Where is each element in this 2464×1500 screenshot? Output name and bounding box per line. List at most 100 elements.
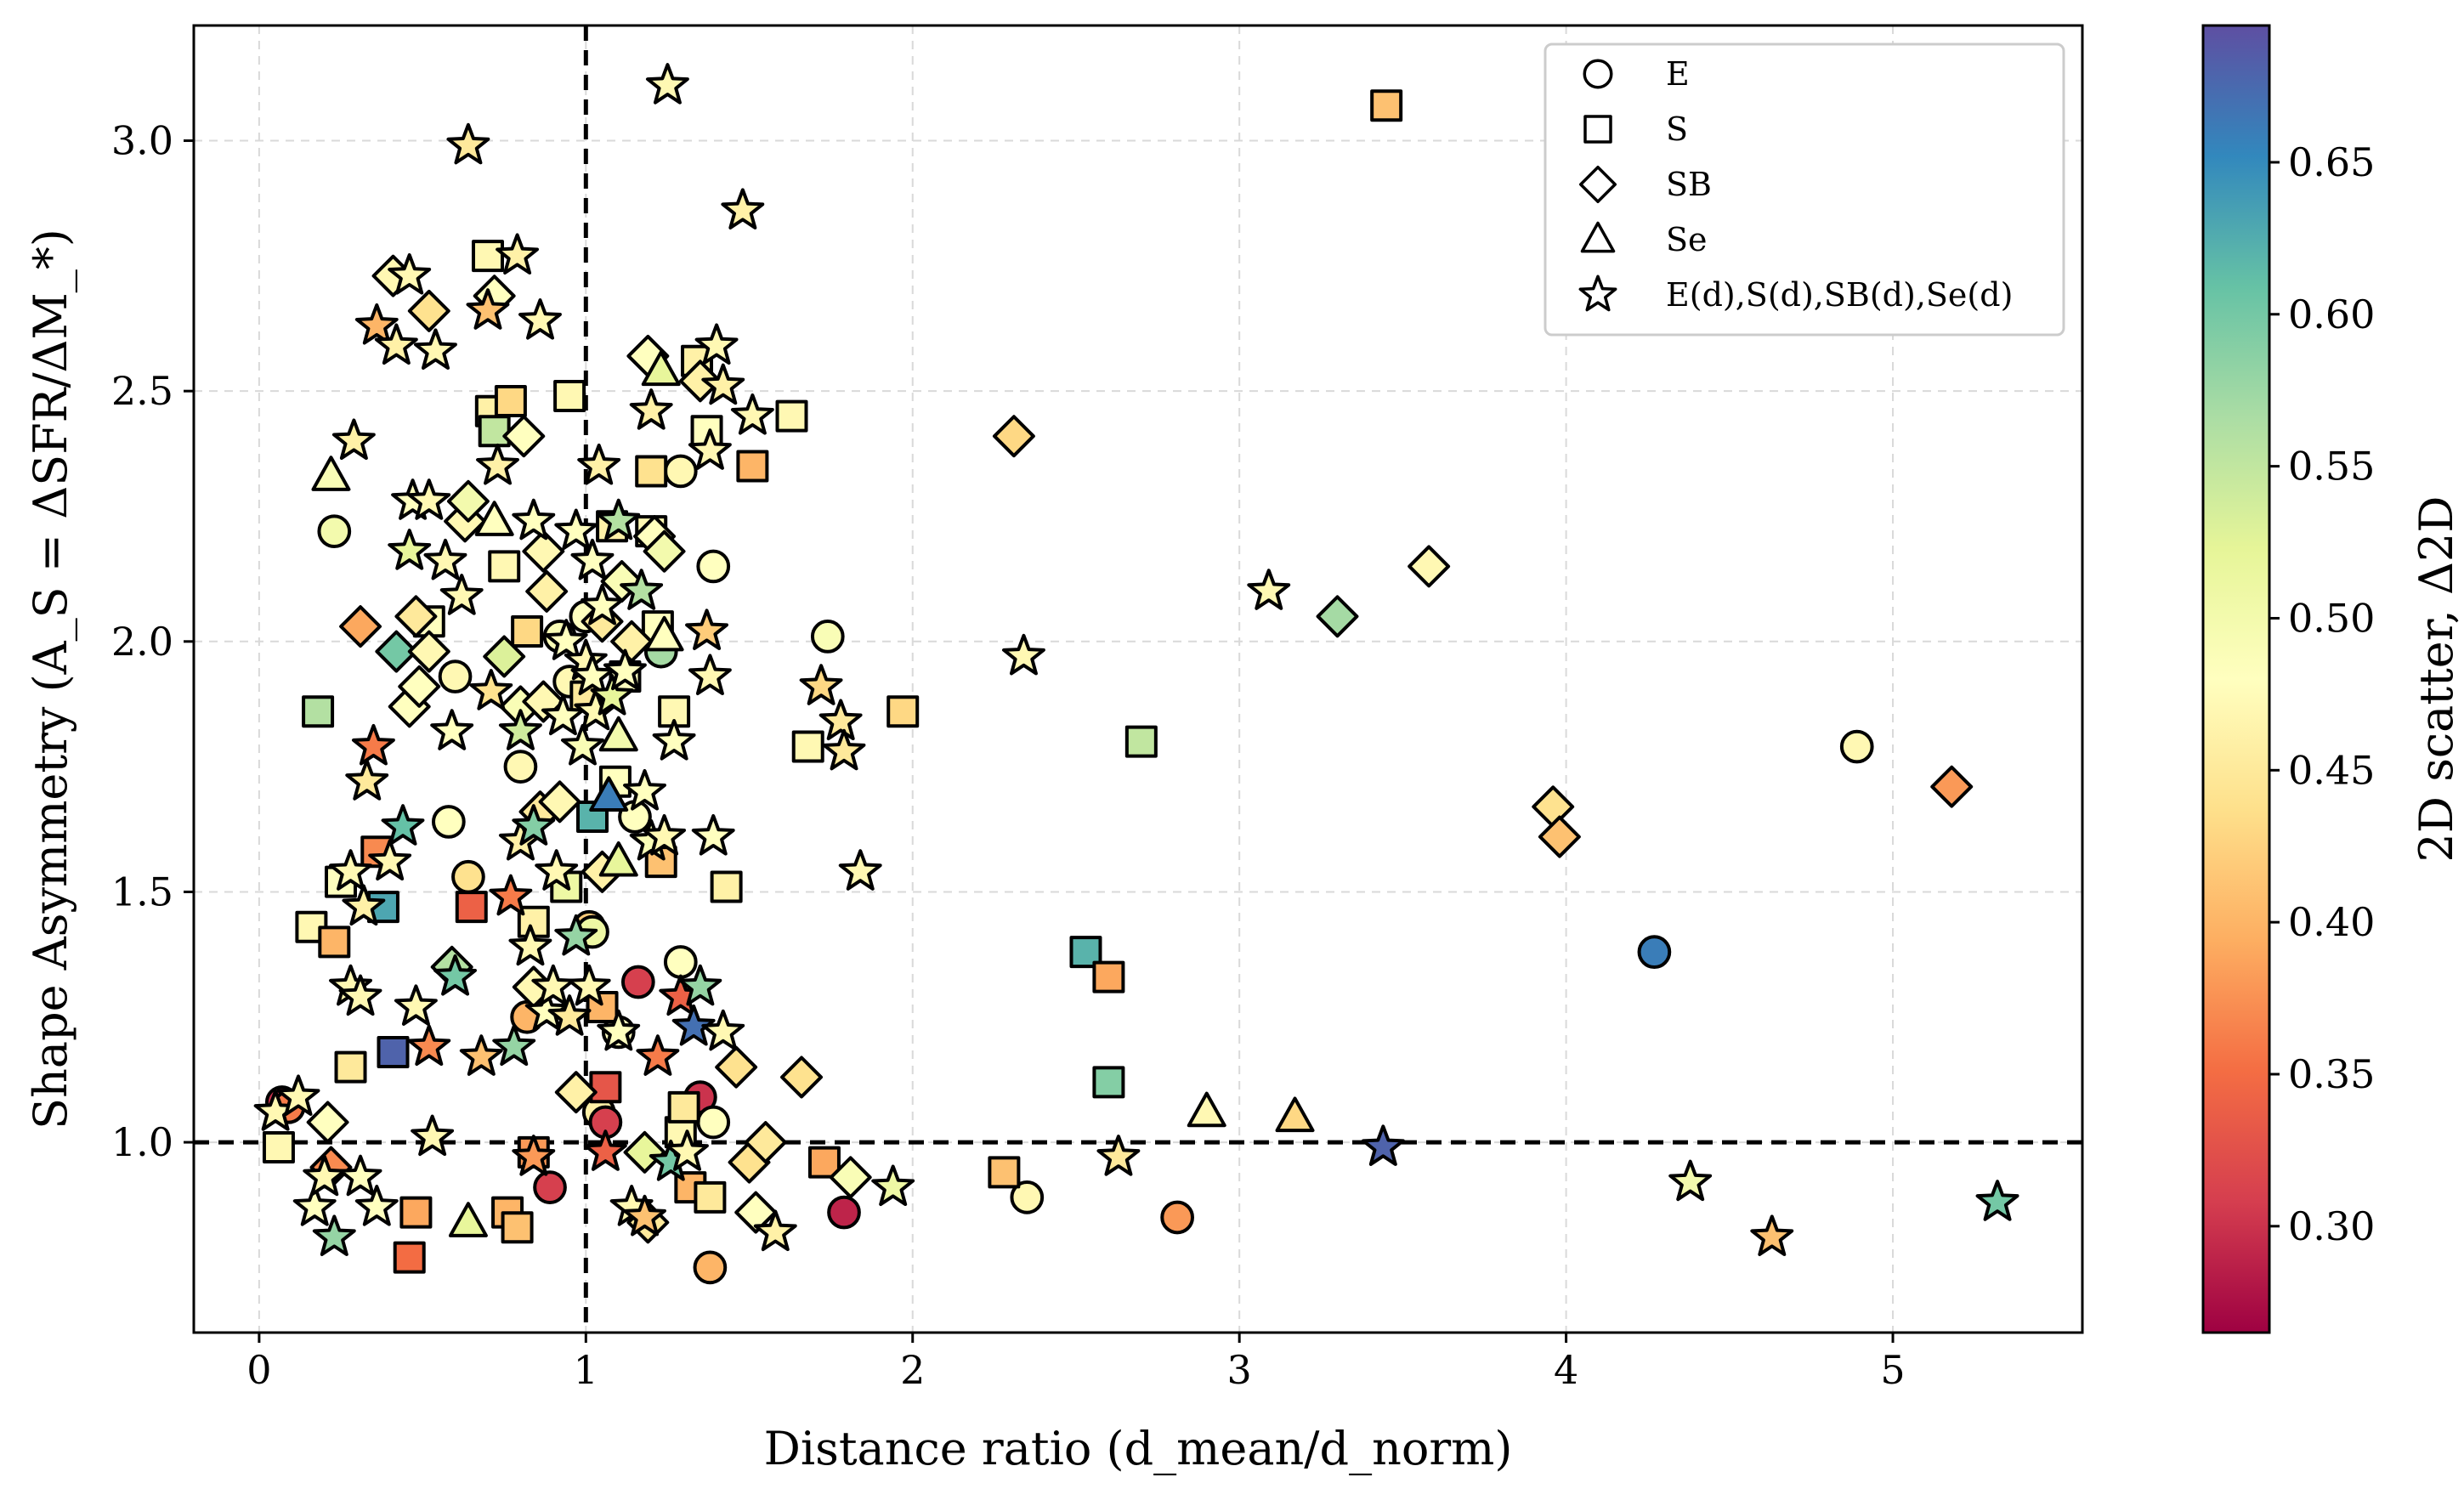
point-star [623, 768, 666, 811]
point-diamond [394, 595, 438, 638]
point-star [581, 583, 624, 625]
point-diamond [525, 569, 569, 613]
point-triangle [589, 776, 629, 812]
point-square [393, 1241, 426, 1274]
point-square [988, 1156, 1021, 1189]
point-star [666, 1129, 709, 1171]
colorbar-gradient [2201, 24, 2271, 1334]
point-star [508, 924, 552, 966]
point-circle [1839, 729, 1874, 764]
point-star [1668, 1159, 1713, 1202]
point-star [671, 1004, 716, 1046]
point-circle [432, 805, 466, 839]
point-diamond [398, 665, 441, 708]
point-square [501, 1211, 534, 1244]
point-star [554, 914, 598, 956]
point-star [636, 1034, 680, 1076]
point-star [374, 323, 418, 365]
point-star [368, 839, 412, 881]
point-square [1124, 725, 1158, 758]
plot-frame [192, 24, 2084, 1334]
point-star [871, 1164, 915, 1207]
point-triangle [598, 716, 638, 752]
point-star [446, 122, 490, 165]
point-star [292, 1185, 337, 1226]
legend-marker-star [1578, 275, 1617, 312]
point-circle [827, 1195, 861, 1230]
y-tick-label: 1.5 [111, 869, 173, 914]
axis-ticks: 0 1 2 3 4 5 1.0 1.5 2.0 2.5 3.0 [111, 118, 1906, 1393]
point-diamond [522, 529, 565, 573]
point-diamond [306, 1101, 349, 1144]
point-star [276, 1074, 320, 1116]
colorbar-tick-label: 0.60 [2288, 292, 2375, 337]
legend-label: E [1666, 55, 1690, 93]
legend-marker-triangle [1580, 221, 1616, 253]
point-star [351, 723, 395, 766]
point-triangle [644, 615, 684, 652]
point-diamond [992, 415, 1035, 458]
point-circle [1010, 1180, 1045, 1214]
point-diamond [829, 1156, 872, 1199]
point-square [334, 1050, 367, 1084]
point-star [838, 849, 882, 891]
point-square [667, 1090, 700, 1124]
point-diamond [734, 1191, 778, 1234]
point-star [567, 964, 611, 1006]
point-star [388, 529, 432, 570]
point-diamond [1538, 815, 1581, 858]
point-star [524, 989, 569, 1031]
point-star [489, 874, 533, 916]
point-circle [810, 620, 845, 654]
x-tick-label: 1 [574, 1347, 598, 1393]
point-star [496, 233, 540, 275]
legend: ES SB Se E(d),S(d),SB(d),Se(d) [1544, 42, 2065, 337]
y-tick-label: 2.5 [111, 368, 173, 414]
point-circle [693, 1250, 728, 1285]
point-star [799, 664, 843, 705]
point-star [730, 393, 774, 435]
y-axis-title: Shape Asymmetry (A_S = ΔSFR/ΔM_*) [24, 229, 77, 1129]
point-star [544, 619, 588, 660]
point-star [331, 418, 376, 461]
point-square [494, 384, 527, 417]
point-square [488, 550, 521, 583]
point-diamond [678, 359, 722, 403]
point-diamond [1316, 595, 1359, 638]
point-star [652, 719, 696, 761]
colorbar-title: 2D scatter, Δ2D [2410, 495, 2463, 862]
point-circle [317, 514, 352, 549]
point-star [476, 443, 519, 485]
point-star [541, 693, 585, 736]
point-star [685, 608, 728, 650]
x-tick-label: 0 [246, 1347, 271, 1393]
point-star [433, 954, 477, 996]
point-star [1002, 633, 1045, 676]
point-square [511, 615, 544, 648]
point-star [535, 849, 579, 891]
point-circle [696, 1105, 731, 1140]
point-star [629, 388, 673, 430]
point-star [1361, 1124, 1405, 1166]
point-triangle [598, 841, 638, 877]
point-star [338, 974, 382, 1016]
point-star [407, 1024, 451, 1067]
point-diamond [407, 630, 450, 673]
x-tick-label: 3 [1227, 1347, 1252, 1393]
point-star [498, 709, 542, 750]
point-star [570, 654, 615, 695]
point-triangle [1275, 1096, 1315, 1133]
point-diamond [610, 620, 654, 663]
point-square [318, 925, 351, 959]
point-star [512, 804, 556, 846]
point-circle [663, 945, 698, 979]
colorbar: 0.30 0.35 0.40 0.45 0.50 0.55 0.60 0.65 [2201, 24, 2375, 1334]
legend-label: Se [1666, 221, 1708, 258]
point-star [430, 709, 474, 750]
point-diamond [339, 605, 382, 648]
point-triangle [1187, 1091, 1226, 1128]
point-star [1750, 1214, 1794, 1256]
point-star [721, 188, 765, 229]
point-diamond [744, 1121, 787, 1164]
